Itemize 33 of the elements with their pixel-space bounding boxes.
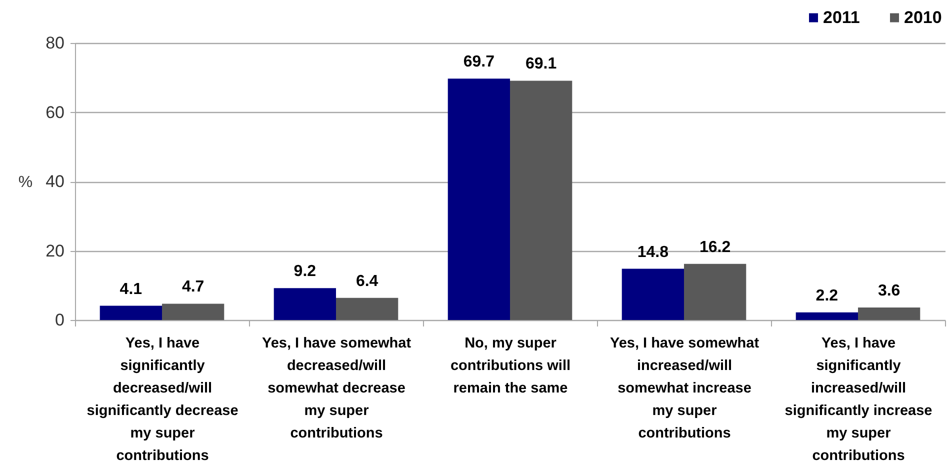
bar xyxy=(796,312,858,320)
data-label: 16.2 xyxy=(700,238,731,256)
x-tick-label: No, my super contributions will remain the same xyxy=(450,336,571,396)
x-tick-label: Yes, I have significantly decreased/will significantly decrease my super contributions xyxy=(86,336,238,464)
data-label: 4.1 xyxy=(120,280,142,298)
x-tick-label: Yes, I have somewhat increased/will somewhat increase my super contributions xyxy=(610,336,760,442)
legend-label: 2010 xyxy=(904,8,942,27)
bar xyxy=(162,304,224,320)
data-label: 6.4 xyxy=(356,272,378,290)
data-label: 2.2 xyxy=(816,287,838,304)
bar xyxy=(448,78,510,320)
y-tick-label: 20 xyxy=(46,241,64,260)
bar xyxy=(274,288,336,320)
data-label: 3.6 xyxy=(878,282,900,300)
data-label: 69.7 xyxy=(463,54,495,71)
bar xyxy=(510,80,572,320)
bar xyxy=(336,298,398,320)
data-label: 14.8 xyxy=(637,244,669,261)
bar xyxy=(100,306,162,320)
legend-label: 2011 xyxy=(823,8,860,27)
y-tick-label: 60 xyxy=(46,102,64,122)
data-label: 4.7 xyxy=(182,278,204,296)
data-label: 9.2 xyxy=(294,263,316,280)
bar xyxy=(684,264,746,320)
bar xyxy=(858,308,920,320)
x-tick-label: Yes, I have significantly increased/will significantly increase my super contributions xyxy=(784,336,932,464)
y-tick-label: 80 xyxy=(46,34,64,52)
data-label: 69.1 xyxy=(526,56,557,73)
x-tick-label: Yes, I have somewhat decreased/will somewhat decrease my super contributions xyxy=(262,336,412,442)
y-tick-label: 0 xyxy=(55,310,64,330)
bar xyxy=(622,268,684,320)
y-tick-label: 40 xyxy=(46,172,64,191)
y-axis-title: % xyxy=(18,174,33,191)
